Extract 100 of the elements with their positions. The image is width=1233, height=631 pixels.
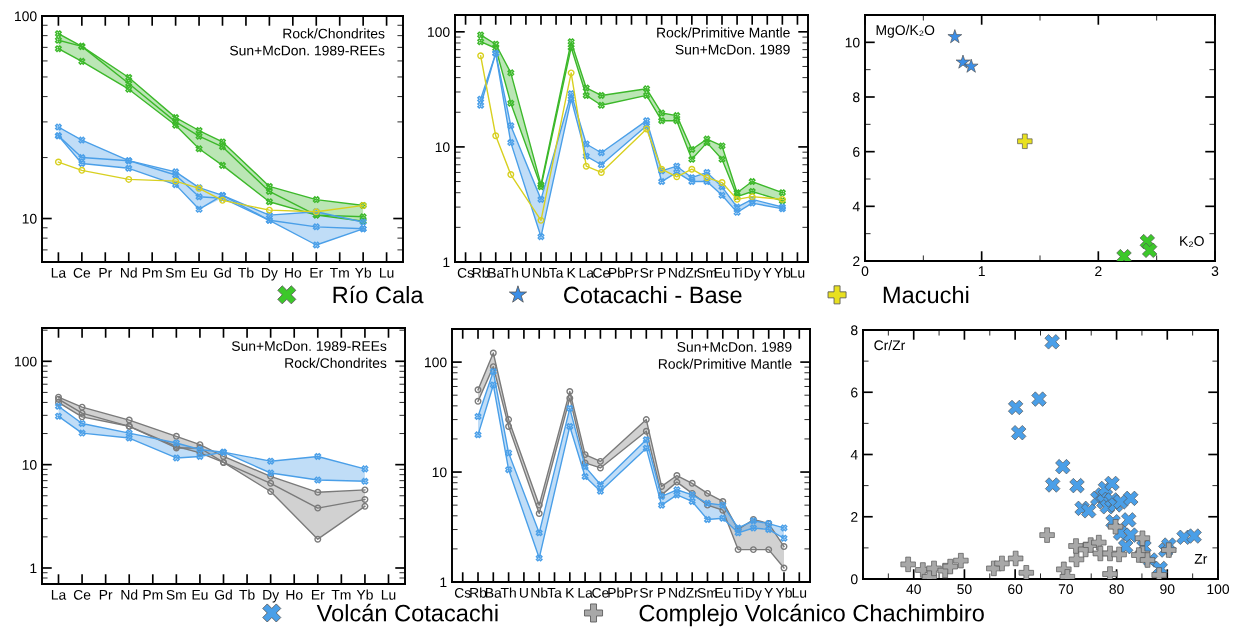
- x-tick-label: Dy: [744, 268, 761, 281]
- x-tick-label: Yb: [356, 589, 373, 600]
- y-tick-label: 0: [850, 574, 858, 585]
- x-tick-label: Tm: [329, 268, 349, 278]
- x-tick-label: K: [567, 268, 576, 278]
- x-tick-label: Ti: [732, 587, 743, 598]
- x-tick-label: Dy: [262, 268, 278, 281]
- x-tick-label: Ce: [593, 267, 610, 278]
- x-tick-label: 1: [978, 266, 985, 276]
- x-tick-label: La: [578, 588, 593, 598]
- y-tick-label: 4: [850, 449, 858, 460]
- x-tick-label: 3: [1211, 266, 1219, 277]
- y-tick-label: 10: [435, 142, 450, 153]
- x-tick-label: Ba: [485, 588, 502, 598]
- x-tick-label: Lu: [792, 588, 807, 598]
- x-tick-label: Pr: [625, 268, 639, 278]
- annotation: Rock/Primitive Mantle: [657, 27, 790, 38]
- x-tick-label: Tm: [331, 590, 351, 600]
- legend-label: Macuchi: [883, 286, 969, 304]
- y-tick-label: 10: [432, 467, 447, 478]
- x-tick-label: Th: [500, 587, 516, 598]
- x-tick-label: Pb: [609, 267, 625, 278]
- y-tick-label: 1: [443, 257, 450, 268]
- x-tick-label: P: [658, 588, 666, 598]
- x-tick-label: 70: [1058, 584, 1074, 595]
- x-tick-label: Sr: [639, 587, 654, 598]
- x-axis-title: K₂O: [1180, 236, 1204, 248]
- x-tick-label: Rb: [470, 587, 487, 598]
- x-tick-label: Ce: [73, 589, 91, 600]
- x-tick-label: Ce: [73, 267, 91, 278]
- annotation: Rock/Chondrites: [285, 357, 387, 368]
- x-tick-label: Nd: [669, 587, 685, 598]
- legend-label: Complejo Volcánico Chachimbiro: [639, 603, 984, 627]
- y-tick-label: 100: [15, 356, 37, 367]
- x-tick-label: La: [51, 590, 67, 600]
- legend-label: Río Cala: [333, 285, 424, 304]
- y-tick-label: 100: [15, 11, 37, 22]
- y-tick-label: 8: [853, 92, 860, 103]
- x-tick-label: Ho: [286, 590, 303, 600]
- x-tick-label: 80: [1109, 584, 1124, 595]
- x-tick-label: 2: [1095, 266, 1102, 276]
- x-tick-label: Yb: [354, 267, 372, 278]
- x-tick-label: K: [566, 588, 575, 598]
- x-tick-label: Eu: [191, 268, 207, 278]
- x-tick-label: Pr: [99, 590, 113, 600]
- x-tick-label: Zr: [686, 588, 699, 598]
- x-tick-label: Sr: [640, 267, 654, 278]
- x-tick-label: 40: [906, 584, 921, 595]
- x-tick-label: P: [658, 268, 666, 278]
- y-axis-title: Cr/Zr: [874, 339, 906, 351]
- y-tick-label: 6: [851, 387, 858, 398]
- y-tick-label: 1: [440, 577, 447, 588]
- annotation: Sun+McDon. 1989: [677, 342, 792, 352]
- x-tick-label: 50: [957, 584, 972, 595]
- x-tick-label: Lu: [381, 590, 396, 600]
- y-tick-label: 2: [853, 256, 860, 267]
- x-tick-label: Sm: [697, 587, 717, 598]
- y-tick-label: 4: [852, 201, 860, 212]
- x-tick-label: Tb: [239, 589, 255, 600]
- x-tick-label: Tb: [238, 267, 254, 278]
- x-tick-label: 60: [1008, 584, 1023, 595]
- x-tick-label: Er: [310, 268, 323, 278]
- x-tick-label: Nb: [531, 587, 548, 598]
- x-tick-label: Y: [762, 268, 772, 278]
- x-tick-label: Pm: [143, 590, 163, 600]
- annotation: Rock/Chondrites: [283, 28, 385, 39]
- x-tick-label: Yb: [775, 587, 792, 598]
- x-tick-label: Ho: [285, 268, 302, 278]
- x-tick-label: Lu: [380, 268, 394, 278]
- y-tick-label: 10: [845, 37, 860, 48]
- x-tick-label: Ce: [592, 587, 609, 598]
- legend-label: Cotacachi - Base: [564, 286, 742, 304]
- x-tick-label: 100: [1207, 584, 1230, 595]
- y-tick-label: 6: [853, 147, 860, 157]
- y-tick-label: 8: [851, 325, 858, 336]
- x-tick-label: Eu: [192, 590, 208, 600]
- x-tick-label: Yb: [774, 267, 791, 278]
- x-tick-label: Pr: [99, 268, 113, 278]
- x-tick-label: Cs: [457, 267, 474, 278]
- x-tick-label: Sm: [165, 267, 186, 278]
- x-tick-label: Nd: [669, 267, 685, 278]
- annotation: Sun+McDon. 1989-REEs: [231, 341, 387, 351]
- x-tick-label: Ta: [549, 268, 564, 278]
- x-tick-label: La: [51, 268, 67, 278]
- y-axis-title: MgO/K₂O: [876, 24, 935, 38]
- x-tick-label: Ti: [731, 267, 742, 278]
- y-tick-label: 100: [428, 27, 450, 37]
- x-tick-label: Er: [311, 590, 325, 600]
- x-tick-label: Th: [503, 267, 519, 278]
- x-tick-label: Nd: [121, 267, 137, 278]
- x-tick-label: Pm: [142, 268, 162, 278]
- x-tick-label: Pb: [608, 587, 624, 598]
- y-tick-label: 100: [425, 357, 447, 368]
- x-tick-label: Gd: [213, 267, 231, 278]
- x-tick-label: 90: [1160, 584, 1175, 595]
- x-axis-title: Zr: [1194, 554, 1208, 564]
- y-tick-label: 1: [30, 563, 37, 574]
- x-tick-label: Lu: [790, 268, 805, 278]
- y-tick-label: 10: [22, 213, 37, 224]
- x-tick-label: Ba: [488, 268, 505, 278]
